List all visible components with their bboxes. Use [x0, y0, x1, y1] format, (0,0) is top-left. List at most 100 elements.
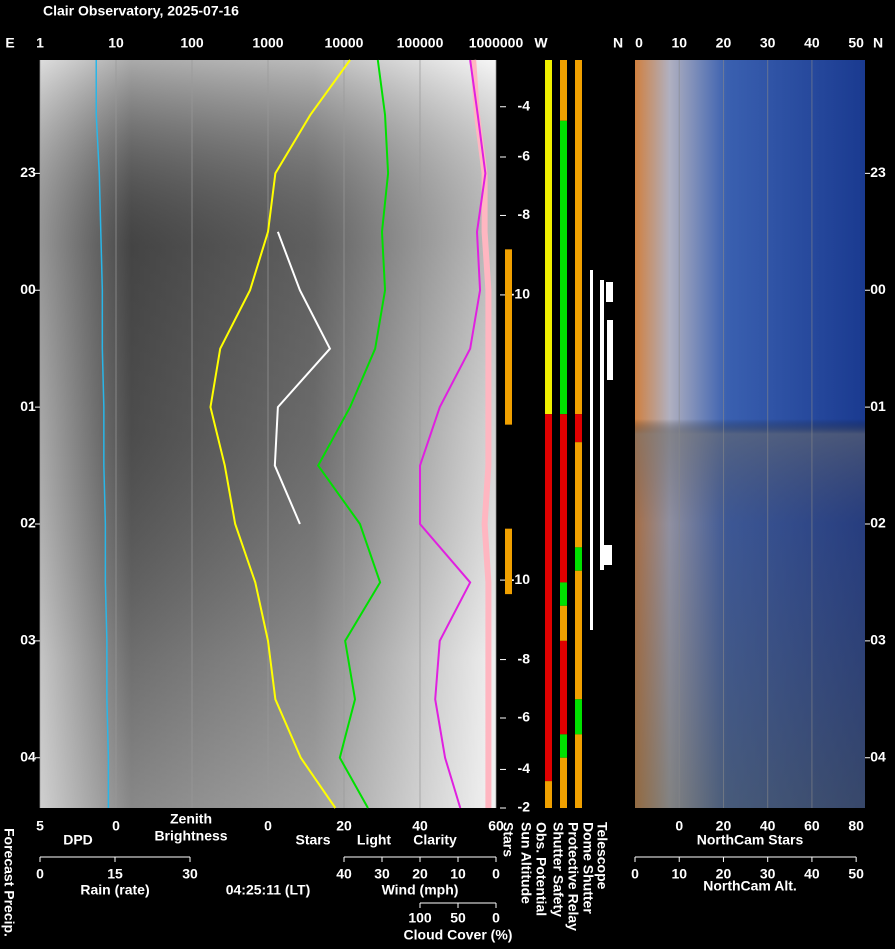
x-tick-label: 100000: [397, 35, 444, 51]
series-line: [209, 59, 351, 809]
scale-label: Rain (rate): [80, 882, 149, 898]
x-tick-label: 100: [180, 35, 204, 51]
status-segment: [545, 60, 552, 415]
scale-label: Cloud Cover (%): [404, 927, 513, 943]
x-tick-label: 1000: [252, 35, 283, 51]
scale-label: Wind (mph): [382, 882, 459, 898]
scale-label: Light: [357, 832, 392, 848]
northcam-alt-top-label: 50: [848, 35, 864, 51]
scale-tick-label: 100: [408, 910, 432, 926]
time-tick-label: 01: [20, 398, 36, 414]
scale-label: NorthCam Alt.: [703, 878, 797, 894]
status-segment: [575, 442, 582, 548]
time-tick-label: 23: [870, 164, 886, 180]
title: Clair Observatory, 2025-07-16: [43, 3, 239, 19]
telescope-dome-indicator: [590, 270, 613, 630]
scale-tick-label: 30: [182, 866, 198, 882]
sun-altitude-label: -10: [510, 286, 530, 302]
status-segment: [545, 781, 552, 808]
time-tick-label: 04: [870, 748, 886, 764]
status-segment: [560, 757, 567, 808]
status-segment: [560, 414, 567, 583]
sun-altitude-label: -2: [518, 799, 531, 815]
time-tick-label: 02: [20, 515, 36, 531]
x-tick-label: 1: [36, 35, 44, 51]
status-label: Dome Shutter: [580, 822, 596, 914]
scale-tick-label: 10: [450, 866, 466, 882]
scale-tick-label: 15: [107, 866, 123, 882]
x-tick-label: 10000: [325, 35, 364, 51]
time-tick-label: 00: [20, 281, 36, 297]
status-segment: [560, 60, 567, 121]
status-segment: [545, 414, 552, 782]
scale-tick-label: 30: [760, 866, 776, 882]
scale-tick-label: 40: [336, 866, 352, 882]
scale-tick-label: 20: [716, 866, 732, 882]
status-segment: [560, 120, 567, 415]
status-segment: [505, 249, 512, 425]
time-label: 04:25:11 (LT): [226, 882, 311, 898]
scale-label: Brightness: [154, 828, 227, 844]
sun-altitude-label: -4: [518, 97, 531, 113]
sun-altitude-label: -8: [518, 650, 531, 666]
scale-tick-label: 50: [848, 866, 864, 882]
north-label: N: [873, 35, 883, 51]
northcam-shade: [635, 60, 865, 808]
scale-tick-label: 60: [804, 818, 820, 834]
status-label: Obs. Potential: [533, 822, 549, 916]
sun-altitude-label: -6: [518, 148, 531, 164]
status-segment: [575, 60, 582, 415]
status-segment: [575, 699, 582, 735]
scale-tick-label: 80: [848, 818, 864, 834]
scale-tick-label: 0: [112, 818, 120, 834]
northcam-alt-top-label: 30: [760, 35, 776, 51]
scale-tick-label: 30: [374, 866, 390, 882]
status-segment: [560, 582, 567, 606]
west-label: W: [534, 35, 548, 51]
sun-altitude-label: -4: [518, 760, 531, 776]
time-tick-label: 03: [870, 632, 886, 648]
scale-tick-label: 0: [675, 818, 683, 834]
series-line: [316, 59, 390, 809]
scale-tick-label: 40: [760, 818, 776, 834]
scale-tick-label: 20: [336, 818, 352, 834]
scale-tick-label: 50: [450, 910, 466, 926]
sun-altitude-label: -10: [510, 571, 530, 587]
scale-tick-label: 0: [492, 910, 500, 926]
scale-tick-label: 40: [804, 866, 820, 882]
time-tick-label: 03: [20, 632, 36, 648]
east-label: E: [5, 35, 14, 51]
status-label: Stars: [500, 822, 516, 857]
status-segment: [560, 734, 567, 758]
scale-tick-label: 0: [631, 866, 639, 882]
scale-label: Zenith: [170, 811, 212, 827]
status-label: Sun Altitude: [518, 822, 534, 904]
scale-tick-label: 40: [412, 818, 428, 834]
status-segment: [575, 414, 582, 443]
series-line: [95, 60, 110, 808]
status-label: Telescope: [594, 822, 610, 890]
status-segment: [575, 570, 582, 700]
status-segment: [575, 547, 582, 571]
sun-altitude-label: -6: [518, 709, 531, 725]
scale-tick-label: 60: [488, 818, 504, 834]
scale-tick-label: 20: [412, 866, 428, 882]
time-tick-label: 02: [870, 515, 886, 531]
status-segment: [505, 528, 512, 595]
status-segment: [575, 734, 582, 808]
scale-label: NorthCam Stars: [697, 832, 804, 848]
north-label: N: [613, 35, 623, 51]
status-segment: [560, 640, 567, 735]
series-line: [419, 59, 487, 809]
sun-altitude-label: -8: [518, 206, 531, 222]
northcam-alt-top-label: 40: [804, 35, 820, 51]
scale-tick-label: 20: [716, 818, 732, 834]
status-segment: [560, 605, 567, 641]
scale-tick-label: 0: [264, 818, 272, 834]
northcam-alt-top-label: 10: [671, 35, 687, 51]
time-tick-label: 00: [870, 281, 886, 297]
time-tick-label: 04: [20, 748, 36, 764]
scale-tick-label: 5: [36, 818, 44, 834]
scale-label: DPD: [63, 832, 93, 848]
